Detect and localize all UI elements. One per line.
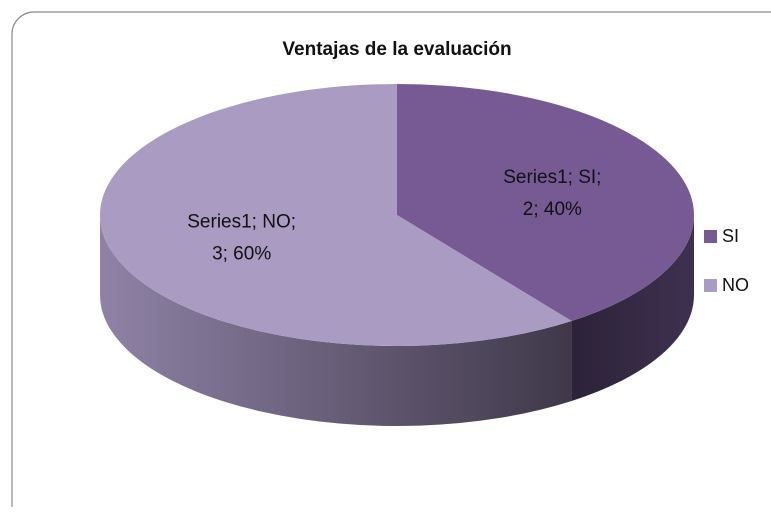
data-label: 2; 40% (523, 199, 582, 220)
data-label: 3; 60% (212, 243, 271, 264)
chart-title: Ventajas de la evaluación (282, 39, 511, 60)
data-label: Series1; NO; (187, 211, 296, 232)
slice-side (571, 215, 694, 401)
legend-label: NO (722, 275, 749, 295)
slice (99, 84, 572, 346)
data-label: Series1; SI; (503, 167, 601, 188)
slice-side (99, 215, 572, 427)
legend-swatch (704, 279, 717, 292)
slice (397, 84, 694, 321)
legend-swatch (704, 230, 717, 243)
legend-label: SI (722, 226, 739, 246)
